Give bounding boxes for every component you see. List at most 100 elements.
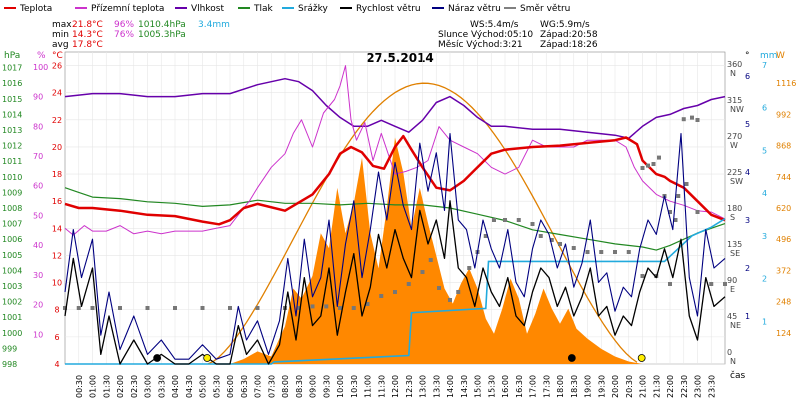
series-dot-smer (228, 306, 232, 310)
series-dot-smer (255, 306, 260, 310)
series-dot-smer (456, 290, 461, 294)
series-dot-smer-extra (673, 218, 678, 222)
axis-x-tick: 12:00 (391, 375, 400, 398)
series-line-srazky (65, 218, 726, 365)
info-moon-rise: Měsíc Východ:3:21 (438, 40, 523, 50)
axis-hpa-tick: 1001 (2, 313, 22, 322)
stats-min-hum: 76% (114, 30, 134, 40)
series-dot-smer (379, 294, 384, 298)
series-dot-smer (695, 210, 700, 214)
axis-mm-tick: 7 (762, 61, 767, 70)
axis-hpa-tick: 1007 (2, 220, 22, 229)
axis-wm2-tick: 496 (776, 235, 791, 244)
stats-avg-temp: 17.8°C (72, 40, 103, 50)
series-dot-smer-extra (681, 117, 686, 122)
axis-x-tick: 15:30 (487, 375, 496, 398)
axis-hpa-tick: 1000 (2, 329, 22, 338)
series-dot-smer (173, 306, 177, 310)
series-line-tlak (64, 187, 726, 251)
series-dot-smer (310, 304, 315, 309)
info-wg: WG:5.9m/s (540, 20, 590, 30)
axis-temp-label: °C (52, 51, 63, 61)
axis-hpa-tick: 1009 (2, 188, 22, 197)
axis-x-tick: 22:30 (680, 375, 689, 398)
event-sun_rise (203, 354, 212, 362)
series-dot-smer-extra (668, 210, 672, 214)
axis-hpa-tick: 1016 (2, 79, 22, 88)
axis-temp-tick: 10 (52, 279, 62, 288)
series-dot-smer (571, 246, 576, 250)
series-solar-theoretical (207, 82, 638, 365)
stats-max-temp: 21.8°C (72, 20, 103, 30)
axis-wm2-tick: 372 (776, 266, 791, 275)
stats-min-press: 1005.3hPa (138, 30, 186, 40)
legend-label-vlhkost: Vlhkost (191, 4, 224, 14)
series-dot-smer-extra (695, 118, 700, 122)
axis-dir-tick: 270 (727, 132, 742, 141)
series-dot-smer (145, 306, 150, 310)
series-dot-smer (448, 298, 452, 302)
axis-pct-tick: 40 (33, 241, 43, 250)
axis-temp-tick: 4 (54, 360, 59, 369)
series-dot-smer (676, 194, 681, 198)
series-dot-smer-extra (646, 163, 650, 168)
axis-x-tick: 10:30 (350, 375, 359, 398)
axis-temp-tick: 18 (52, 170, 62, 179)
axis-x-tick: 23:00 (694, 375, 703, 398)
axis-x-tick: 20:30 (625, 375, 634, 398)
axis-hpa-tick: 1008 (2, 204, 22, 213)
axis-x-tick: 01:30 (102, 375, 111, 398)
axis-x-label: čas (730, 370, 745, 381)
axis-pct-tick: 50 (33, 211, 43, 220)
series-dot-smer (709, 282, 714, 286)
axis-x-tick: 08:00 (281, 375, 290, 398)
axis-hpa-tick: 1017 (2, 64, 22, 73)
axis-dir-tick: 135 (727, 240, 742, 249)
axis-dir-name: S (730, 213, 735, 222)
axis-dir-tick: 0 (727, 348, 732, 357)
axis-hpa-tick: 1002 (2, 298, 22, 307)
stats-min-label: min (52, 30, 69, 40)
axis-wm2-tick: 1116 (776, 79, 796, 88)
series-dot-smer (684, 182, 689, 186)
axis-pct-tick: 60 (33, 182, 43, 191)
event-moon_set (567, 354, 576, 362)
axis-mm-tick: 6 (762, 104, 767, 113)
series-dot-smer (406, 282, 411, 286)
axis-dir-tick: 45 (727, 312, 737, 321)
series-dot-smer (324, 304, 329, 309)
axis-pct-tick: 80 (33, 122, 43, 131)
axis-x-tick: 22:00 (666, 375, 675, 398)
stats-max-label: max (52, 20, 72, 30)
axis-ms-tick: 6 (745, 72, 750, 81)
axis-mm-tick: 3 (762, 232, 767, 241)
axis-hpa-tick: 1011 (2, 157, 22, 166)
axis-ms-tick: 1 (745, 312, 750, 321)
info-sun-set: Západ:20:58 (540, 30, 598, 40)
series-dot-smer (467, 266, 472, 270)
axis-dir-tick: 315 (727, 96, 742, 105)
axis-x-tick: 01:00 (89, 375, 98, 398)
series-dot-smer (296, 306, 301, 310)
series-line-teplota (64, 134, 726, 226)
info-moon-set: Západ:18:26 (540, 40, 598, 50)
series-line-vlhkost (64, 77, 726, 139)
axis-temp-tick: 12 (52, 251, 62, 260)
legend-label-smer: Směr větru (520, 4, 570, 14)
axis-temp-tick: 16 (52, 197, 62, 206)
legend-label-rychlost: Rychlost větru (356, 4, 421, 14)
series-dot-smer (118, 306, 122, 310)
axis-temp-tick: 22 (52, 116, 62, 125)
axis-mm-tick: 1 (762, 317, 767, 326)
axis-pct-tick: 20 (33, 301, 43, 310)
axis-dir-label: ° (745, 51, 750, 61)
series-dot-smer (351, 306, 356, 310)
axis-x-tick: 06:00 (226, 375, 235, 398)
axis-temp-tick: 20 (52, 143, 62, 152)
event-sun_set (637, 354, 646, 362)
axis-hpa-tick: 1004 (2, 266, 22, 275)
axis-temp-tick: 24 (52, 89, 62, 98)
axis-wm2-tick: 124 (776, 329, 791, 338)
info-sun-rise: Slunce Východ:05:10 (438, 30, 533, 40)
